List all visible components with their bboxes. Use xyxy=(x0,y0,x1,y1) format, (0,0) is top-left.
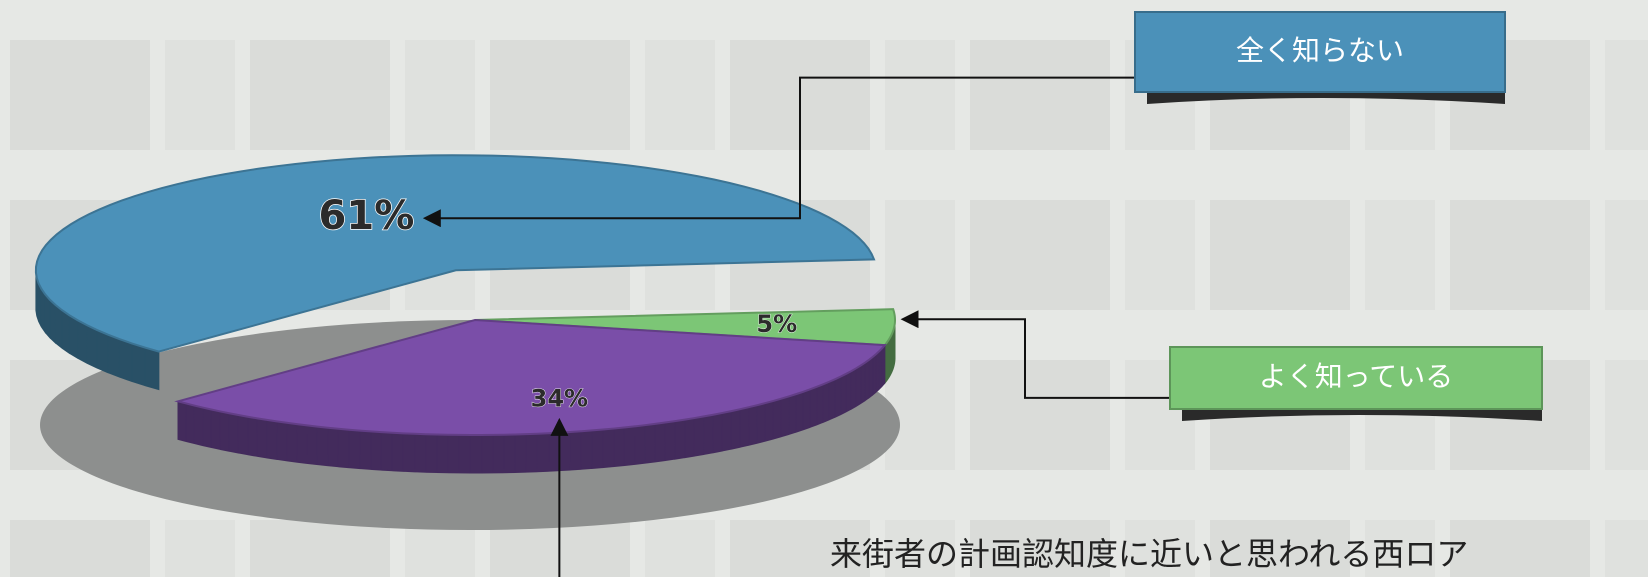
leader-line xyxy=(422,76,1135,228)
pie-slice-side xyxy=(177,343,886,474)
legend-box xyxy=(1134,11,1506,93)
pie-slice xyxy=(174,318,887,436)
annotation: 来街者の計画認知度に近いと思われる西ロア xyxy=(830,535,1468,573)
data-label: 5% xyxy=(756,310,797,338)
legend-ribbon xyxy=(1182,409,1542,421)
pie-slice-side xyxy=(884,319,896,385)
data-label: 61% xyxy=(319,193,415,239)
pie-slice xyxy=(474,308,897,347)
leader-line xyxy=(900,310,1170,399)
pie-slice xyxy=(34,154,876,353)
legend-label: よく知っている xyxy=(1259,360,1454,393)
legend-ribbon xyxy=(1147,92,1505,104)
legend-box xyxy=(1169,346,1543,410)
legend-label: 全く知らない xyxy=(1236,34,1404,67)
data-label: 34% xyxy=(531,385,588,413)
